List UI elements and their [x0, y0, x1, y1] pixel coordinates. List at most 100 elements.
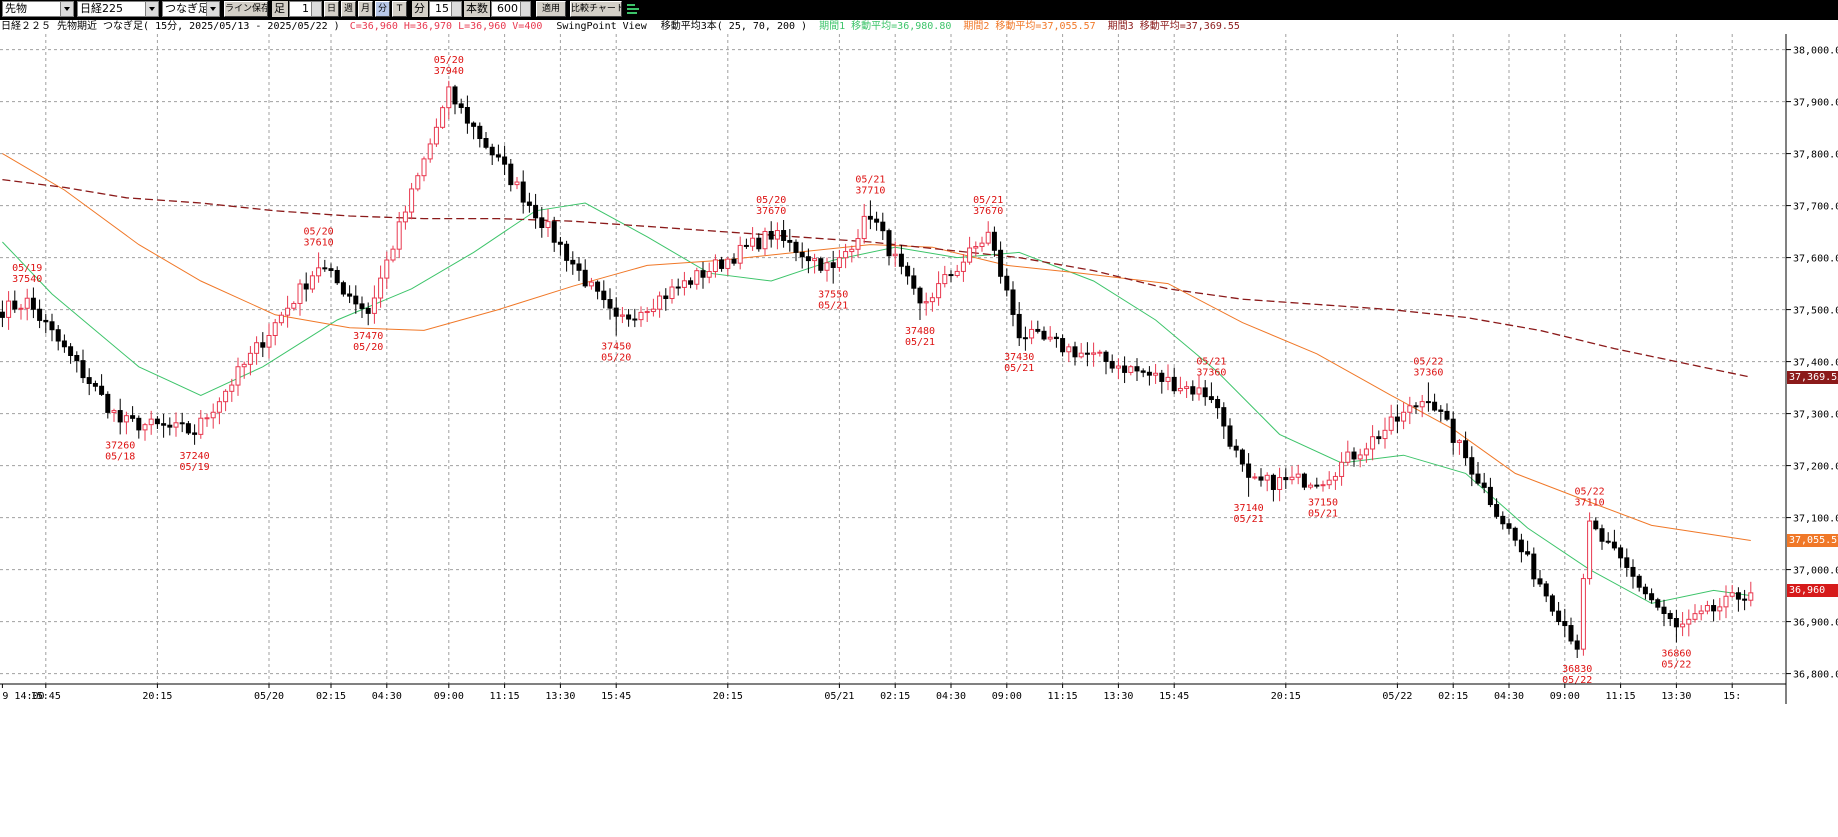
- candle-body: [712, 259, 718, 273]
- candle-body: [1469, 457, 1475, 475]
- candle-down: [1735, 587, 1741, 612]
- candle-down: [830, 250, 836, 284]
- apply-button[interactable]: 適用: [536, 1, 566, 17]
- candle-down: [898, 244, 904, 275]
- candle-body: [1425, 401, 1431, 404]
- instrument-value: 日経225: [80, 2, 123, 15]
- symbol-type-select[interactable]: 先物: [2, 1, 74, 17]
- candle-body: [1432, 401, 1438, 411]
- candle-body: [1301, 473, 1307, 488]
- line-save-button[interactable]: ライン保存: [224, 1, 268, 17]
- y-tick-label: 38,000.0: [1793, 46, 1838, 57]
- candle-body: [1661, 606, 1667, 614]
- candle-up: [384, 251, 390, 289]
- candle-body: [843, 251, 849, 259]
- candle-body: [1227, 425, 1233, 447]
- candle-up: [1729, 585, 1735, 598]
- candle-down: [1655, 597, 1661, 611]
- candle-down: [167, 417, 173, 436]
- swing-low-date: 05/22: [1661, 659, 1691, 670]
- candle-down: [303, 272, 309, 302]
- candle-body: [353, 295, 359, 305]
- candle-down: [483, 132, 489, 150]
- candle-body: [117, 410, 123, 423]
- candle-body: [812, 258, 818, 262]
- candle-body: [1035, 328, 1041, 332]
- spinner-icon[interactable]: [520, 2, 530, 16]
- candle-body: [167, 424, 173, 428]
- candle-up: [1407, 396, 1413, 425]
- period-minute-button[interactable]: 分: [375, 1, 390, 17]
- compare-chart-button[interactable]: 比較チャート: [570, 1, 622, 17]
- candle-body: [1525, 551, 1531, 555]
- candle-body: [1196, 387, 1202, 395]
- swing-low-price: 37430: [1004, 352, 1034, 363]
- swing-low-date: 05/21: [818, 301, 848, 312]
- swing-high-date: 05/21: [973, 195, 1003, 206]
- candle-body: [1531, 553, 1537, 580]
- candle-body: [464, 106, 470, 124]
- candle-body: [1239, 449, 1245, 465]
- candle-body: [793, 241, 799, 253]
- candle-down: [1351, 447, 1357, 467]
- spinner-icon[interactable]: [311, 2, 321, 16]
- period-day-button[interactable]: 日: [324, 1, 339, 17]
- candle-down: [1543, 581, 1549, 603]
- candle-body: [24, 297, 30, 309]
- continuity-select[interactable]: つなぎ足: [162, 1, 220, 17]
- candle-down: [452, 84, 458, 115]
- candle-down: [136, 415, 142, 439]
- candle-body: [1122, 365, 1128, 373]
- candle-body: [1115, 365, 1121, 369]
- indicator-list-icon[interactable]: [626, 2, 642, 17]
- candle-down: [495, 144, 501, 162]
- candle-up: [1252, 472, 1258, 480]
- instrument-select[interactable]: 日経225: [77, 1, 159, 17]
- x-tick-label: 13:30: [1103, 691, 1133, 702]
- candle-down: [86, 368, 92, 396]
- candle-down: [1246, 453, 1252, 497]
- candle-down: [49, 313, 55, 342]
- candle-body: [390, 248, 396, 261]
- minute-input[interactable]: 15: [429, 1, 462, 17]
- spinner-icon[interactable]: [451, 2, 461, 16]
- period-month-button[interactable]: 月: [358, 1, 373, 17]
- candle-body: [173, 422, 179, 428]
- candle-body: [1246, 463, 1252, 478]
- x-tick-label: 9 14:00: [2, 691, 44, 702]
- candle-body: [1537, 578, 1543, 585]
- candle-body: [1258, 476, 1264, 481]
- candle-up: [669, 278, 675, 304]
- candle-up: [433, 118, 439, 147]
- candle-down: [582, 259, 588, 288]
- candle-body: [1419, 401, 1425, 408]
- x-tick-label: 13:30: [545, 691, 575, 702]
- candle-body: [1667, 612, 1673, 620]
- bar-count-input[interactable]: 1: [289, 1, 322, 17]
- candle-body: [427, 143, 433, 160]
- candle-down: [1221, 402, 1227, 439]
- candle-body: [533, 204, 539, 219]
- candle-down: [1060, 334, 1066, 357]
- candle-body: [570, 259, 576, 265]
- candle-down: [1035, 320, 1041, 334]
- candle-down: [1010, 281, 1016, 327]
- candle-body: [1413, 405, 1419, 408]
- candle-body: [1153, 372, 1159, 376]
- bar-num-input[interactable]: 600: [491, 1, 531, 17]
- period-tick-button[interactable]: T: [392, 1, 407, 17]
- candle-down: [1487, 477, 1493, 508]
- candle-down: [1574, 634, 1580, 658]
- y-tick-label: 37,000.0: [1793, 566, 1838, 577]
- x-tick-label: 02:15: [880, 691, 910, 702]
- candle-body: [762, 230, 768, 250]
- candle-up: [254, 336, 260, 365]
- period-week-button[interactable]: 週: [341, 1, 356, 17]
- swing-low-date: 05/19: [180, 462, 210, 473]
- candle-body: [669, 286, 675, 300]
- candle-body: [1450, 418, 1456, 443]
- legend-title: 日経２２５ 先物期近 つなぎ足( 15分, 2025/05/13 - 2025/…: [1, 21, 340, 32]
- candle-body: [216, 401, 222, 413]
